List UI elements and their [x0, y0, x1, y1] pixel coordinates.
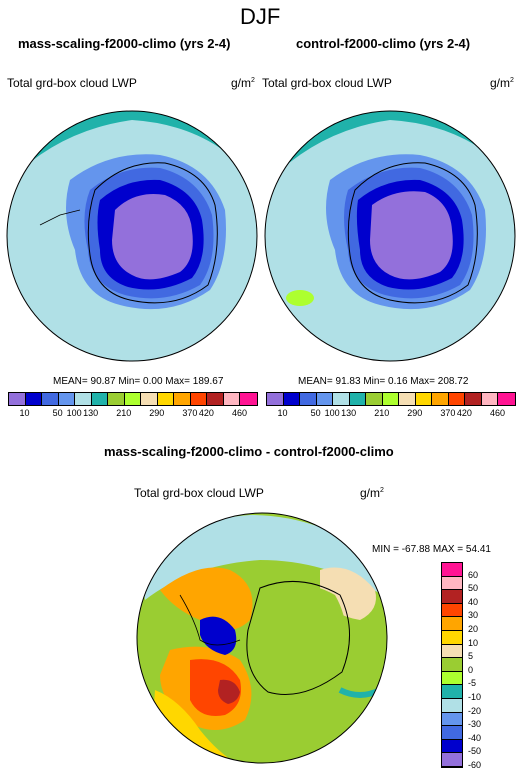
- colorbar-swatch: [42, 393, 59, 405]
- diff-unit-label: g/m2: [360, 486, 384, 500]
- colorbar-tick-label: 50: [52, 408, 63, 418]
- colorbar-tick-label: 130: [341, 408, 357, 418]
- colorbar-tick-label: 420: [198, 408, 214, 418]
- right-colorbar: [266, 392, 516, 406]
- colorbar-swatch: [366, 393, 383, 405]
- colorbar-swatch: [415, 393, 433, 405]
- left-unit-label: g/m2: [231, 76, 255, 90]
- colorbar-tick-label: -60: [468, 760, 482, 770]
- colorbar-tick-label: 460: [231, 408, 247, 418]
- colorbar-tick-label: 5: [468, 651, 474, 662]
- colorbar-swatch: [382, 393, 400, 405]
- left-stats: MEAN= 90.87 Min= 0.00 Max= 189.67: [53, 376, 224, 387]
- colorbar-swatch: [124, 393, 142, 405]
- colorbar-tick-label: 130: [83, 408, 99, 418]
- colorbar-tick-label: 60: [468, 569, 479, 580]
- colorbar-swatch: [316, 393, 334, 405]
- colorbar-tick-label: 10: [19, 408, 30, 418]
- colorbar-tick-label: 40: [468, 596, 479, 607]
- colorbar-swatch: [481, 393, 499, 405]
- colorbar-tick-label: 50: [310, 408, 321, 418]
- colorbar-swatch: [498, 393, 515, 405]
- colorbar-tick-label: -10: [468, 692, 482, 702]
- colorbar-swatch: [190, 393, 208, 405]
- colorbar-tick-label: 370: [182, 408, 198, 418]
- colorbar-swatch: [442, 603, 462, 618]
- colorbar-tick-label: 10: [468, 637, 479, 648]
- diff-variable-label: Total grd-box cloud LWP: [134, 486, 264, 500]
- colorbar-swatch: [25, 393, 43, 405]
- colorbar-swatch: [442, 563, 462, 577]
- colorbar-swatch: [442, 739, 462, 754]
- colorbar-swatch: [442, 753, 462, 767]
- colorbar-swatch: [91, 393, 109, 405]
- colorbar-swatch: [223, 393, 241, 405]
- colorbar-swatch: [174, 393, 191, 405]
- colorbar-tick-label: -20: [468, 705, 482, 716]
- colorbar-swatch: [442, 658, 462, 672]
- colorbar-swatch: [349, 393, 367, 405]
- colorbar-swatch: [448, 393, 466, 405]
- colorbar-swatch: [442, 712, 462, 727]
- colorbar-tick-label: 290: [149, 408, 165, 418]
- colorbar-tick-label: -30: [468, 719, 482, 730]
- diff-panel-title: mass-scaling-f2000-climo - control-f2000…: [104, 444, 394, 459]
- right-stats: MEAN= 91.83 Min= 0.16 Max= 208.72: [298, 376, 469, 387]
- colorbar-swatch: [267, 393, 284, 405]
- right-panel-title: control-f2000-climo (yrs 2-4): [296, 36, 471, 51]
- colorbar-tick-label: 10: [277, 408, 288, 418]
- colorbar-swatch: [432, 393, 449, 405]
- colorbar-swatch: [157, 393, 175, 405]
- colorbar-swatch: [442, 590, 462, 604]
- colorbar-swatch: [75, 393, 92, 405]
- colorbar-tick-label: 100: [324, 408, 340, 418]
- colorbar-tick-label: 460: [489, 408, 505, 418]
- colorbar-tick-label: -5: [468, 678, 477, 689]
- colorbar-tick-label: 50: [468, 583, 479, 594]
- colorbar-swatch: [300, 393, 317, 405]
- colorbar-swatch: [465, 393, 482, 405]
- colorbar-tick-label: 210: [116, 408, 132, 418]
- left-variable-label: Total grd-box cloud LWP: [7, 76, 137, 90]
- right-variable-label: Total grd-box cloud LWP: [262, 76, 392, 90]
- colorbar-tick-label: 20: [468, 624, 479, 634]
- colorbar-swatch: [442, 644, 462, 659]
- colorbar-swatch: [108, 393, 125, 405]
- colorbar-tick-label: 30: [468, 610, 479, 621]
- colorbar-swatch: [442, 576, 462, 591]
- colorbar-swatch: [399, 393, 416, 405]
- colorbar-swatch: [442, 630, 462, 645]
- colorbar-swatch: [58, 393, 76, 405]
- colorbar-swatch: [442, 726, 462, 740]
- colorbar-swatch: [141, 393, 158, 405]
- colorbar-swatch: [333, 393, 350, 405]
- left-colorbar: [8, 392, 258, 406]
- colorbar-swatch: [442, 685, 462, 699]
- colorbar-swatch: [283, 393, 301, 405]
- colorbar-tick-label: 420: [456, 408, 472, 418]
- colorbar-swatch: [442, 617, 462, 631]
- colorbar-tick-label: 100: [66, 408, 82, 418]
- colorbar-tick-label: -50: [468, 746, 482, 757]
- colorbar-tick-label: -40: [468, 732, 482, 743]
- figure-title: DJF: [240, 4, 281, 29]
- colorbar-swatch: [9, 393, 26, 405]
- colorbar-tick-label: 290: [407, 408, 423, 418]
- diff-colorbar: [441, 562, 463, 768]
- right-unit-label: g/m2: [490, 76, 514, 90]
- colorbar-swatch: [442, 671, 462, 686]
- colorbar-swatch: [240, 393, 257, 405]
- left-panel-title: mass-scaling-f2000-climo (yrs 2-4): [18, 36, 231, 51]
- colorbar-swatch: [207, 393, 224, 405]
- colorbar-tick-label: 210: [374, 408, 390, 418]
- colorbar-tick-label: 370: [440, 408, 456, 418]
- colorbar-tick-label: 0: [468, 664, 474, 675]
- colorbar-swatch: [442, 698, 462, 713]
- diff-stats: MIN = -67.88 MAX = 54.41: [372, 544, 491, 555]
